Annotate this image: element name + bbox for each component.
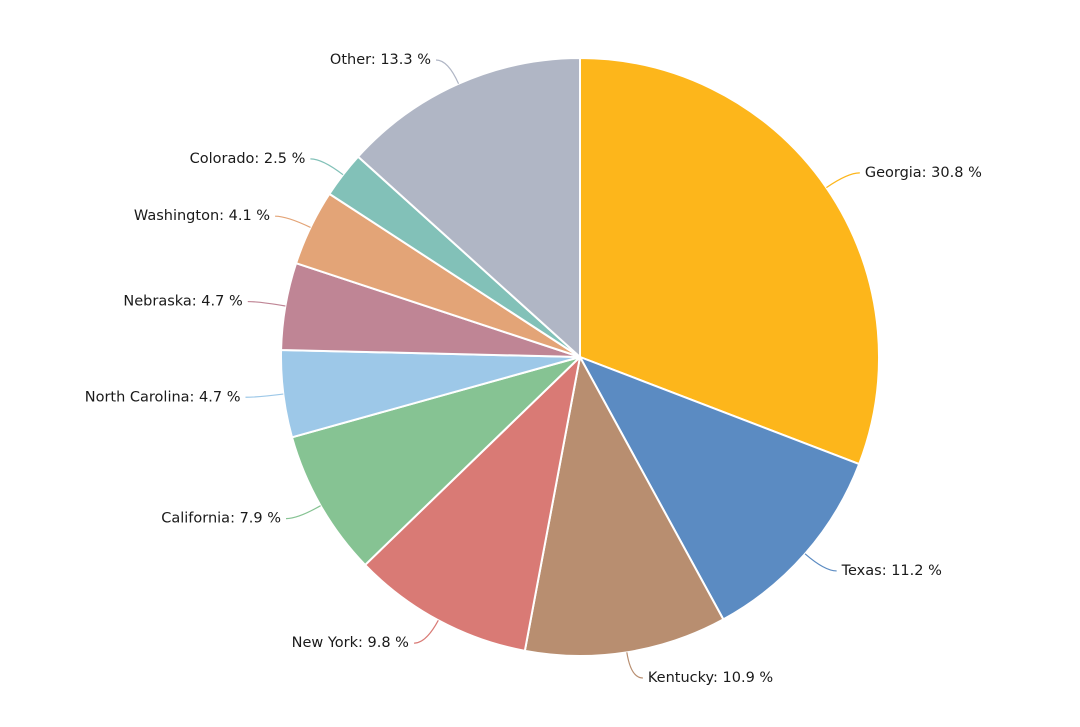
slice-label-california: California: 7.9 % [161,511,281,527]
pie-slice-texas [579,356,861,621]
leader-line-nebraska [247,300,286,307]
leader-line-california [286,505,321,520]
leader-line-washington [275,215,311,228]
slice-labels: Georgia: 30.8 % Texas: 11.2 % Kentucky: 10… [85,52,982,686]
pie-slice-kentucky [523,356,725,658]
pie-slice-california [290,356,581,566]
leader-line-texas [804,553,837,572]
leader-line-new-york [413,620,439,644]
slice-label-kentucky: Kentucky: 10.9 % [648,670,773,686]
leader-line-north-carolina [245,393,284,398]
leader-line-other [435,59,460,85]
leader-line-georgia [826,172,860,189]
slice-label-georgia: Georgia: 30.8 % [865,165,982,181]
slice-label-other: Other: 13.3 % [330,52,431,68]
pie-slice-other [357,57,581,358]
leader-lines [245,59,860,679]
leader-line-kentucky [626,652,643,679]
pie-slice-georgia [579,57,880,466]
pie-slices [280,57,880,658]
slice-label-washington: Washington: 4.1 % [134,208,270,224]
slice-label-colorado: Colorado: 2.5 % [190,151,306,167]
leader-line-colorado [310,158,344,176]
slice-label-texas: Texas: 11.2 % [841,563,942,579]
slice-label-north-carolina: North Carolina: 4.7 % [85,389,241,405]
pie-slice-new-york [364,356,581,652]
slice-label-nebraska: Nebraska: 4.7 % [123,294,242,310]
slice-label-new-york: New York: 9.8 % [292,635,409,651]
